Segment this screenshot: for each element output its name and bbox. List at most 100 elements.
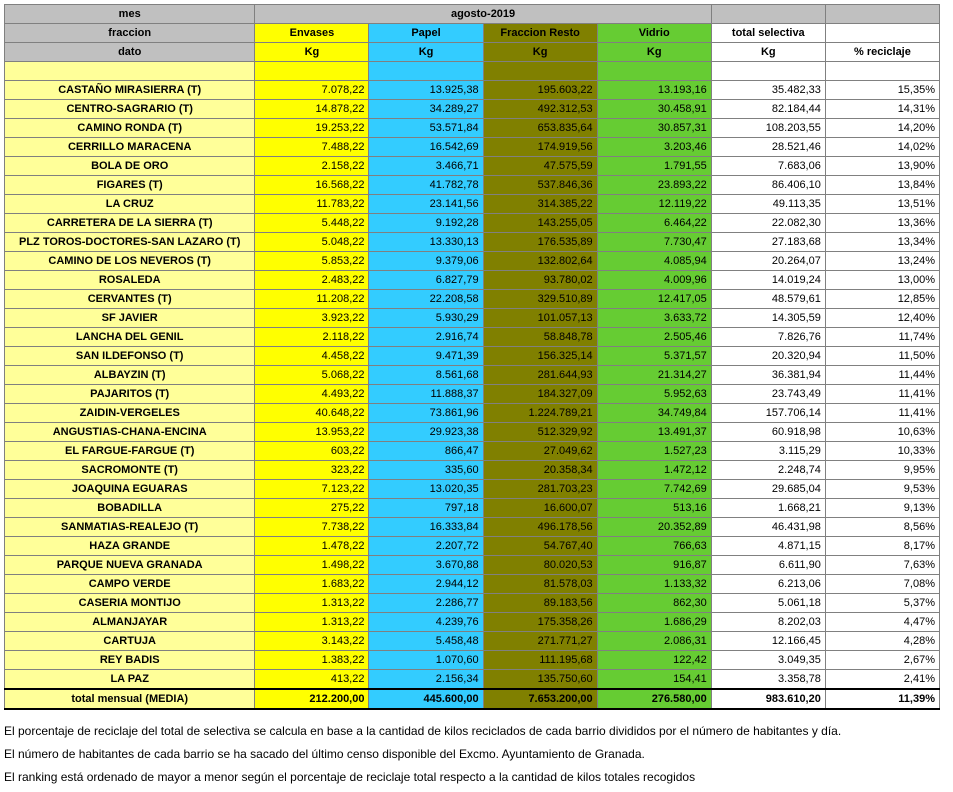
row-envases: 16.568,22: [255, 176, 369, 195]
row-papel: 9.379,06: [369, 252, 483, 271]
recycling-table: mes agosto-2019 fraccion Envases Papel F…: [4, 4, 940, 710]
row-vidrio: 3.633,72: [597, 309, 711, 328]
row-total: 60.918,98: [711, 423, 825, 442]
row-envases: 1.498,22: [255, 556, 369, 575]
row-pct: 13,36%: [825, 214, 939, 233]
row-pct: 9,95%: [825, 461, 939, 480]
row-resto: 195.603,22: [483, 81, 597, 100]
row-papel: 13.330,13: [369, 233, 483, 252]
row-envases: 3.923,22: [255, 309, 369, 328]
row-total: 2.248,74: [711, 461, 825, 480]
hdr-resto: Fraccion Resto: [483, 24, 597, 43]
row-vidrio: 4.009,96: [597, 271, 711, 290]
row-total: 49.113,35: [711, 195, 825, 214]
row-resto: 271.771,27: [483, 632, 597, 651]
row-total: 35.482,33: [711, 81, 825, 100]
row-papel: 866,47: [369, 442, 483, 461]
table-row: CASTAÑO MIRASIERRA (T)7.078,2213.925,381…: [5, 81, 940, 100]
table-row: SF JAVIER3.923,225.930,29101.057,133.633…: [5, 309, 940, 328]
row-envases: 603,22: [255, 442, 369, 461]
row-total: 14.305,59: [711, 309, 825, 328]
row-resto: 111.195,68: [483, 651, 597, 670]
row-papel: 4.239,76: [369, 613, 483, 632]
row-vidrio: 122,42: [597, 651, 711, 670]
row-total: 157.706,14: [711, 404, 825, 423]
row-vidrio: 5.371,57: [597, 347, 711, 366]
row-name: CERRILLO MARACENA: [5, 138, 255, 157]
table-row: SACROMONTE (T)323,22335,6020.358,341.472…: [5, 461, 940, 480]
row-envases: 7.078,22: [255, 81, 369, 100]
row-papel: 11.888,37: [369, 385, 483, 404]
row-name: LANCHA DEL GENIL: [5, 328, 255, 347]
table-row: EL FARGUE-FARGUE (T)603,22866,4727.049,6…: [5, 442, 940, 461]
row-total: 1.668,21: [711, 499, 825, 518]
row-name: CERVANTES (T): [5, 290, 255, 309]
row-envases: 413,22: [255, 670, 369, 690]
row-papel: 41.782,78: [369, 176, 483, 195]
total-selectiva: 983.610,20: [711, 689, 825, 709]
row-resto: 281.703,23: [483, 480, 597, 499]
row-resto: 329.510,89: [483, 290, 597, 309]
row-name: REY BADIS: [5, 651, 255, 670]
row-name: ROSALEDA: [5, 271, 255, 290]
row-papel: 335,60: [369, 461, 483, 480]
row-vidrio: 13.193,16: [597, 81, 711, 100]
table-row: PLZ TOROS-DOCTORES-SAN LAZARO (T)5.048,2…: [5, 233, 940, 252]
row-pct: 15,35%: [825, 81, 939, 100]
row-envases: 5.448,22: [255, 214, 369, 233]
row-name: LA CRUZ: [5, 195, 255, 214]
row-resto: 653.835,64: [483, 119, 597, 138]
row-pct: 5,37%: [825, 594, 939, 613]
table-row: CAMINO DE LOS NEVEROS (T)5.853,229.379,0…: [5, 252, 940, 271]
row-vidrio: 2.086,31: [597, 632, 711, 651]
row-vidrio: 12.417,05: [597, 290, 711, 309]
row-name: CAMINO RONDA (T): [5, 119, 255, 138]
row-papel: 9.471,39: [369, 347, 483, 366]
spacer-row: [5, 62, 940, 81]
row-envases: 1.478,22: [255, 537, 369, 556]
table-row: SAN ILDEFONSO (T)4.458,229.471,39156.325…: [5, 347, 940, 366]
row-resto: 175.358,26: [483, 613, 597, 632]
row-papel: 73.861,96: [369, 404, 483, 423]
row-total: 23.743,49: [711, 385, 825, 404]
row-papel: 9.192,28: [369, 214, 483, 233]
table-row: ANGUSTIAS-CHANA-ENCINA13.953,2229.923,38…: [5, 423, 940, 442]
hdr-pct: % reciclaje: [825, 43, 939, 62]
row-vidrio: 7.742,69: [597, 480, 711, 499]
row-name: PARQUE NUEVA GRANADA: [5, 556, 255, 575]
row-vidrio: 154,41: [597, 670, 711, 690]
table-row: BOLA DE ORO2.158,223.466,7147.575,591.79…: [5, 157, 940, 176]
row-papel: 1.070,60: [369, 651, 483, 670]
row-resto: 512.329,92: [483, 423, 597, 442]
row-name: CARTUJA: [5, 632, 255, 651]
row-vidrio: 513,16: [597, 499, 711, 518]
row-pct: 13,84%: [825, 176, 939, 195]
row-envases: 11.208,22: [255, 290, 369, 309]
row-vidrio: 5.952,63: [597, 385, 711, 404]
row-vidrio: 34.749,84: [597, 404, 711, 423]
row-total: 46.431,98: [711, 518, 825, 537]
total-label: total mensual (MEDIA): [5, 689, 255, 709]
row-vidrio: 23.893,22: [597, 176, 711, 195]
row-papel: 29.923,38: [369, 423, 483, 442]
row-resto: 20.358,34: [483, 461, 597, 480]
row-papel: 5.930,29: [369, 309, 483, 328]
table-row: REY BADIS1.383,221.070,60111.195,68122,4…: [5, 651, 940, 670]
row-pct: 10,63%: [825, 423, 939, 442]
row-resto: 184.327,09: [483, 385, 597, 404]
table-row: PAJARITOS (T)4.493,2211.888,37184.327,09…: [5, 385, 940, 404]
row-resto: 80.020,53: [483, 556, 597, 575]
row-total: 20.264,07: [711, 252, 825, 271]
blank: [825, 24, 939, 43]
row-resto: 156.325,14: [483, 347, 597, 366]
row-name: SANMATIAS-REALEJO (T): [5, 518, 255, 537]
row-resto: 47.575,59: [483, 157, 597, 176]
row-total: 27.183,68: [711, 233, 825, 252]
row-resto: 537.846,36: [483, 176, 597, 195]
row-name: CAMPO VERDE: [5, 575, 255, 594]
row-pct: 13,34%: [825, 233, 939, 252]
row-total: 6.213,06: [711, 575, 825, 594]
total-row: total mensual (MEDIA) 212.200,00 445.600…: [5, 689, 940, 709]
row-total: 6.611,90: [711, 556, 825, 575]
row-papel: 16.333,84: [369, 518, 483, 537]
